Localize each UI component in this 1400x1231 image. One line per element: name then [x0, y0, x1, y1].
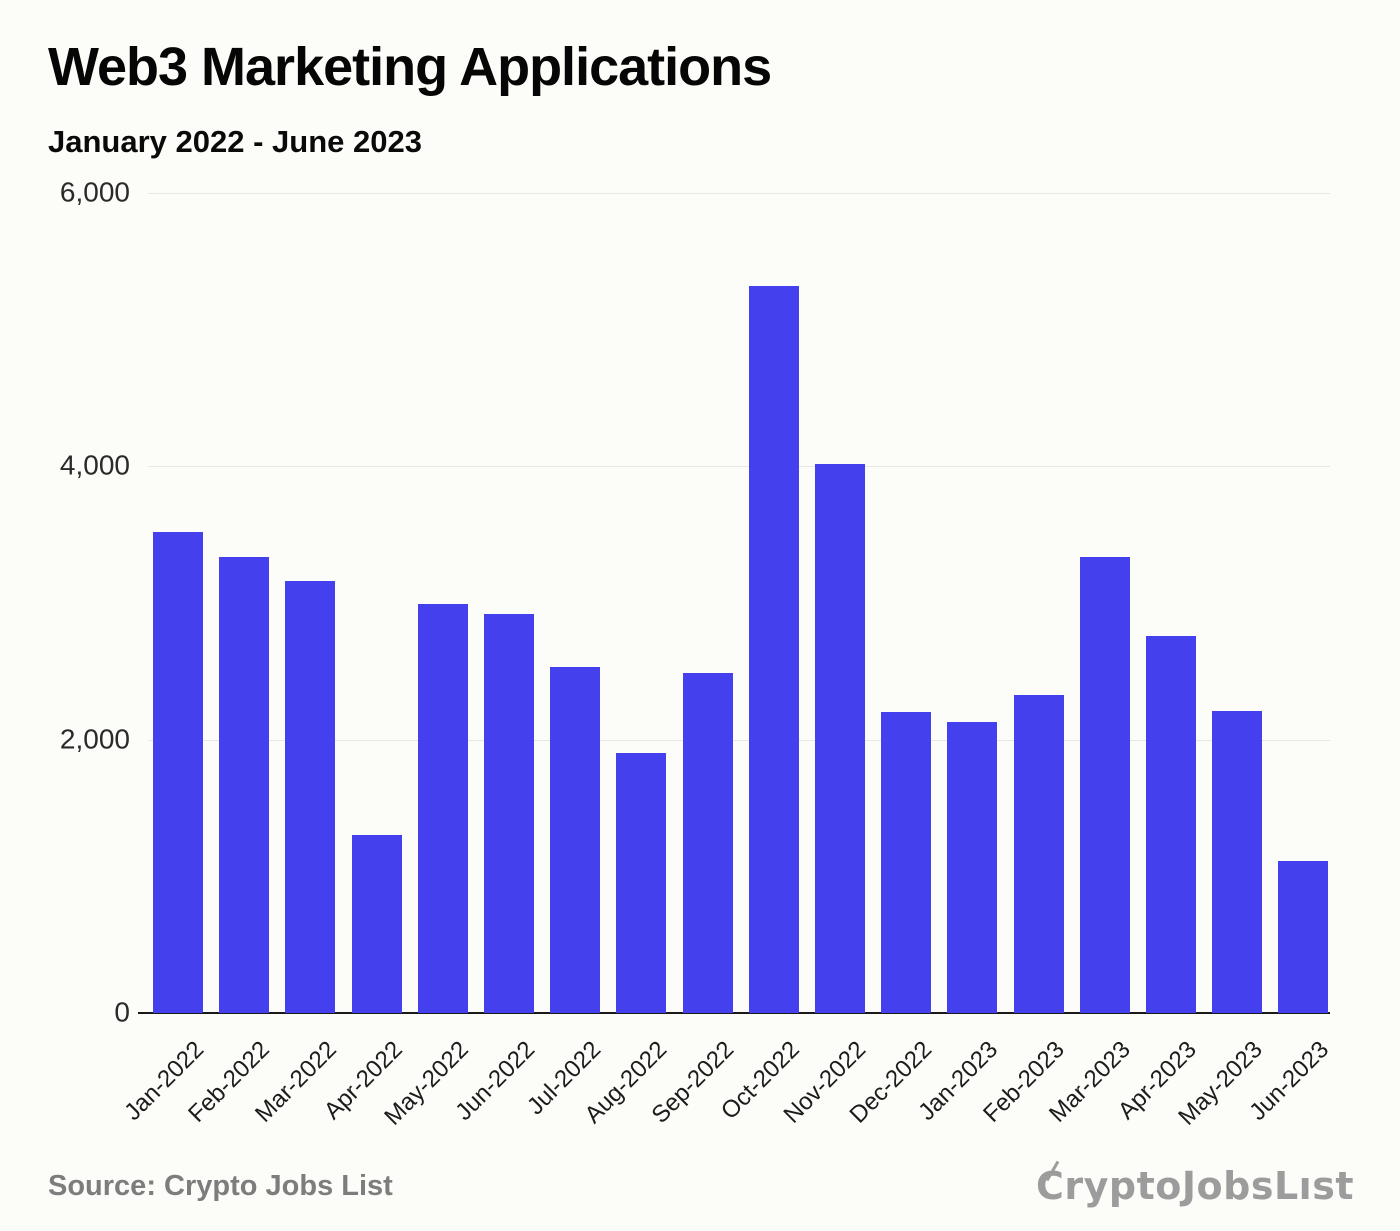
y-tick-label: 6,000 — [59, 176, 130, 208]
bar-oct-2022 — [748, 285, 799, 1013]
bar-feb-2022 — [219, 556, 270, 1013]
bar-dec-2022 — [881, 712, 932, 1013]
bar-sep-2022 — [682, 672, 733, 1013]
bar-may-2022 — [417, 604, 468, 1013]
bar-feb-2023 — [1013, 694, 1064, 1013]
source-note: Source: Crypto Jobs List — [48, 1170, 393, 1202]
brand-logo: CryptoJobsLıst — [1036, 1164, 1354, 1208]
bar-mar-2022 — [285, 581, 336, 1013]
gridline — [148, 739, 1330, 741]
plot-area — [138, 193, 1330, 1014]
bar-jan-2023 — [947, 721, 998, 1013]
chart-title: Web3 Marketing Applications — [48, 37, 772, 97]
bar-apr-2023 — [1146, 635, 1196, 1013]
y-tick-label: 4,000 — [59, 449, 130, 481]
chart-subtitle: January 2022 - June 2023 — [48, 124, 422, 159]
bar-jun-2022 — [484, 613, 534, 1013]
bar-mar-2023 — [1079, 556, 1130, 1013]
bar-jul-2022 — [550, 667, 601, 1013]
gridline — [148, 193, 1330, 194]
bar-may-2023 — [1212, 710, 1263, 1013]
bar-jun-2023 — [1278, 861, 1329, 1013]
bar-nov-2022 — [815, 463, 865, 1013]
logo-text: ryptoJobsLıst — [1064, 1164, 1354, 1208]
x-axis-line — [138, 1012, 1330, 1014]
y-tick-label: 2,000 — [59, 723, 130, 755]
y-tick-label: 0 — [114, 996, 130, 1028]
gridline — [148, 466, 1330, 468]
bar-jan-2022 — [153, 531, 203, 1013]
logo-stroked-c: C — [1036, 1164, 1065, 1208]
bar-apr-2022 — [351, 835, 402, 1013]
bar-aug-2022 — [616, 753, 667, 1013]
